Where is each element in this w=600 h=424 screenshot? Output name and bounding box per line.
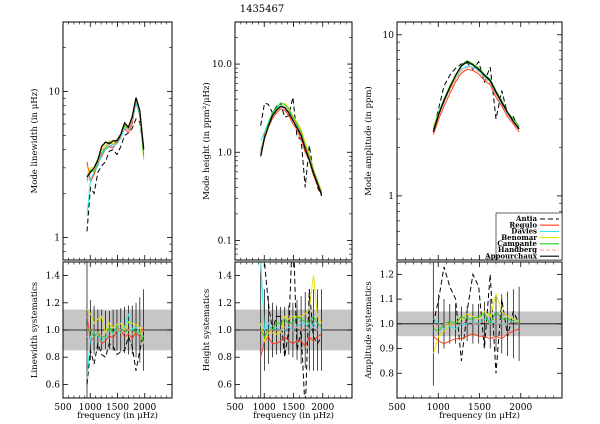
- panel-linewidth_systematics: 0.6 0.8 1.0 1.2 1.4 500 1000 1500 2000 Linewidth …: [30, 261, 173, 421]
- series-line-handberg: [260, 326, 322, 335]
- y-tick-label: 0.6: [46, 380, 61, 390]
- y-tick-label: 1.2: [218, 299, 232, 309]
- legend-label: Regulo: [509, 220, 537, 229]
- x-tick-label: 1000: [253, 403, 276, 413]
- panel-height: 0.1 1.0 10.0 Mode height (in ppm²/μHz): [201, 21, 353, 261]
- legend-entry-handberg: Handberg: [498, 245, 559, 254]
- y-tick-label: 1.4: [218, 272, 233, 282]
- legend-label: Benomar: [501, 233, 537, 242]
- series-line-campante: [260, 102, 323, 193]
- y-tick-label: 1.0: [218, 148, 233, 158]
- y-tick-label: 1.4: [46, 272, 61, 282]
- series-group: [260, 97, 323, 197]
- series-line-appourchaux: [432, 60, 520, 132]
- legend: AntiaReguloDaviesBenomarCampanteHandberg…: [484, 212, 563, 261]
- y-axis-label: Linewidth systematics: [30, 282, 40, 378]
- legend-entry-campante: Campante: [497, 239, 559, 248]
- y-tick-label: 1.0: [218, 326, 233, 336]
- legend-entry-regulo: Regulo: [509, 220, 559, 229]
- y-tick-label: 0.8: [46, 353, 61, 363]
- y-tick-label: 0.8: [380, 369, 395, 379]
- x-tick-label: 1500: [106, 403, 129, 413]
- y-tick-label: 10.0: [212, 60, 232, 70]
- legend-entry-appourchaux: Appourchaux: [484, 251, 559, 260]
- series-line-campante: [86, 100, 145, 180]
- legend-label: Davies: [511, 227, 537, 236]
- y-tick-label: 1.2: [46, 299, 60, 309]
- legend-label: Handberg: [498, 245, 537, 254]
- y-axis-label: Mode amplitude (in ppm): [363, 86, 374, 196]
- x-axis-label: frequency (in μHz): [253, 410, 334, 421]
- y-axis-label: Amplitude systematics: [364, 281, 374, 380]
- panel-height_systematics: 0.6 0.8 1.0 1.2 1.4 500 1000 1500 2000 Height sys…: [202, 261, 353, 421]
- series-line-benomar: [260, 275, 323, 343]
- series-line-handberg: [432, 66, 520, 132]
- series-line-antia: [86, 118, 145, 232]
- legend-label: Antia: [515, 214, 537, 223]
- y-axis-label: Mode height (in ppm²/μHz): [201, 82, 212, 199]
- series-line-campante: [433, 310, 520, 332]
- series-line-campante: [87, 326, 145, 342]
- y-tick-label: 1.1: [380, 295, 394, 305]
- series-line-antia: [432, 266, 520, 374]
- x-axis-label: frequency (in μHz): [439, 410, 520, 421]
- x-tick-label: 500: [388, 403, 405, 413]
- x-tick-label: 500: [54, 403, 71, 413]
- series-line-appourchaux: [86, 97, 145, 178]
- x-tick-label: 1500: [282, 403, 305, 413]
- series-group: [432, 266, 520, 374]
- x-axis-label: frequency (in μHz): [77, 410, 158, 421]
- series-line-regulo: [432, 68, 520, 135]
- y-tick-label: 0.6: [218, 380, 233, 390]
- series-line-antia: [86, 332, 145, 385]
- series-line-benomar: [86, 98, 145, 175]
- y-axis-label: Height systematics: [202, 289, 212, 372]
- series-group: [432, 60, 520, 135]
- figure-title: 1435467: [240, 4, 285, 15]
- x-tick-label: 500: [226, 403, 243, 413]
- legend-label: Campante: [497, 239, 537, 248]
- series-line-antia: [260, 97, 323, 197]
- plot-frame: [234, 21, 353, 261]
- y-tick-label: 1: [388, 192, 394, 202]
- series-group: [86, 97, 145, 232]
- series-line-handberg: [433, 320, 520, 327]
- x-tick-label: 1500: [468, 403, 491, 413]
- legend-entry-davies: Davies: [511, 227, 559, 236]
- y-tick-label: 0.8: [218, 353, 233, 363]
- panel-amplitude_systematics: 0.8 0.9 1.0 1.1 1.2 500 1000 1500 2000 Amplitude …: [364, 261, 563, 421]
- series-line-regulo: [260, 333, 322, 358]
- series-line-campante: [260, 315, 322, 338]
- x-tick-label: 2000: [509, 403, 532, 413]
- x-tick-label: 2000: [311, 403, 334, 413]
- series-line-appourchaux: [260, 105, 323, 195]
- series-group: [86, 309, 145, 385]
- y-tick-label: 1.0: [380, 320, 395, 330]
- panel-amplitude: 1 10 Mode amplitude (in ppm): [363, 21, 563, 261]
- y-axis-label: Mode linewidth (in μHz): [29, 89, 40, 194]
- y-tick-label: 0.1: [218, 236, 232, 246]
- series-group: [260, 262, 323, 398]
- series-line-antia: [263, 262, 323, 398]
- series-line-handberg: [86, 327, 145, 338]
- y-tick-label: 10: [383, 31, 395, 41]
- y-tick-label: 0.9: [380, 345, 395, 355]
- x-tick-label: 1000: [427, 403, 450, 413]
- legend-label: Appourchaux: [484, 251, 538, 260]
- legend-box: [495, 212, 563, 261]
- series-line-davies: [260, 262, 322, 332]
- x-tick-label: 1000: [79, 403, 102, 413]
- x-tick-label: 2000: [133, 403, 156, 413]
- series-line-handberg: [86, 101, 145, 183]
- y-tick-label: 1.0: [46, 326, 61, 336]
- legend-entry-benomar: Benomar: [501, 233, 559, 242]
- y-tick-label: 1: [54, 233, 60, 243]
- series-line-regulo: [432, 328, 520, 345]
- legend-entry-antia: Antia: [515, 214, 559, 223]
- y-tick-label: 10: [49, 88, 61, 98]
- series-line-benomar: [86, 309, 145, 344]
- y-tick-label: 1.2: [380, 270, 394, 280]
- panel-linewidth: 1 10 Mode linewidth (in μHz): [29, 21, 173, 261]
